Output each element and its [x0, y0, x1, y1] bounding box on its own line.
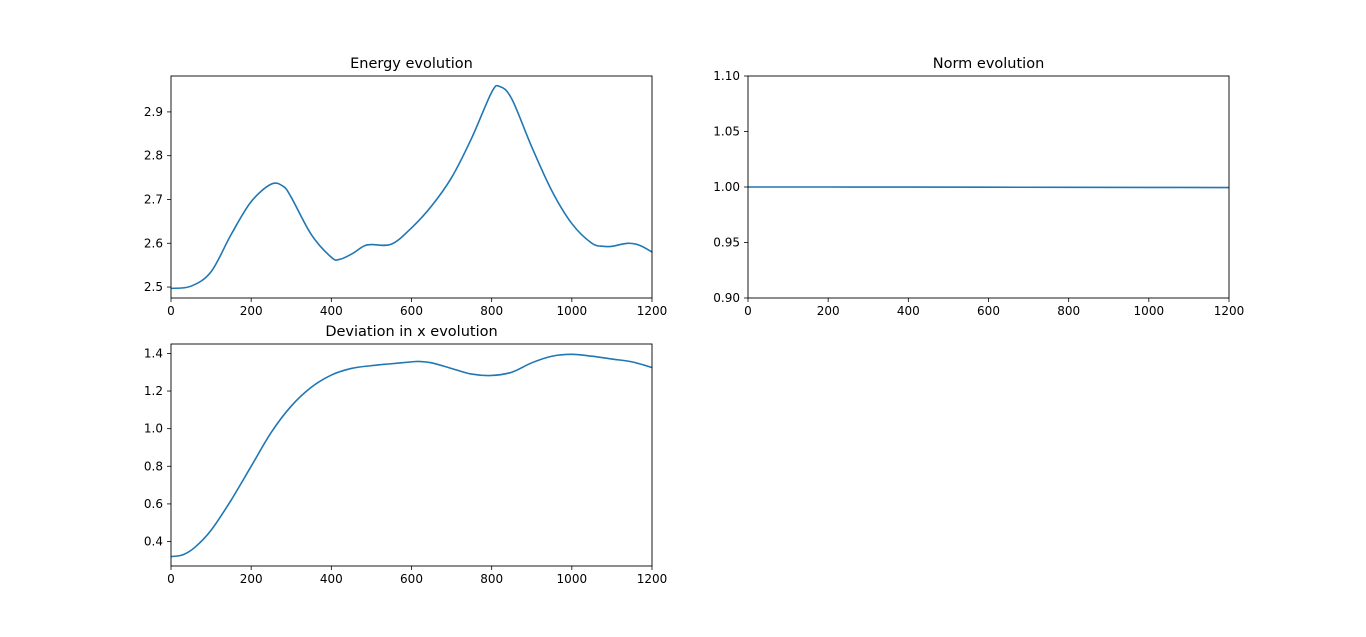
- chart-title: Deviation in x evolution: [325, 324, 497, 340]
- x-tick-label: 600: [400, 572, 423, 586]
- y-tick-label: 0.90: [713, 291, 740, 305]
- y-tick-label: 2.9: [144, 105, 163, 119]
- series-line: [170, 353, 653, 558]
- subplot-2: Deviation in x evolution 0 200 400 600 800 100…: [144, 324, 667, 586]
- x-tick-label: 400: [320, 572, 343, 586]
- axes-frame: [747, 75, 1230, 299]
- y-tick-label: 1.2: [144, 384, 163, 398]
- y-tick-label: 2.6: [144, 236, 163, 250]
- y-tick-label: 1.00: [713, 180, 740, 194]
- series-line: [170, 84, 653, 290]
- series-line: [747, 186, 1230, 189]
- x-tick-label: 800: [1057, 304, 1080, 318]
- y-tick-label: 1.05: [713, 125, 740, 139]
- x-tick-label: 1200: [1214, 304, 1245, 318]
- x-tick-label: 800: [480, 304, 503, 318]
- y-tick-label: 1.4: [144, 346, 163, 360]
- x-tick-label: 200: [817, 304, 840, 318]
- subplot-1: Norm evolution 0 200 400 600 800 1000 1200 0.90 0…: [713, 56, 1244, 318]
- y-tick-label: 0.95: [713, 236, 740, 250]
- x-tick-label: 600: [400, 304, 423, 318]
- x-tick-label: 1200: [637, 304, 668, 318]
- y-tick-label: 0.4: [144, 535, 163, 549]
- x-tick-label: 1000: [1134, 304, 1165, 318]
- chart-title: Norm evolution: [933, 56, 1045, 72]
- y-tick-label: 2.7: [144, 192, 163, 206]
- x-tick-label: 400: [897, 304, 920, 318]
- x-tick-label: 200: [240, 572, 263, 586]
- x-tick-label: 1200: [637, 572, 668, 586]
- y-tick-label: 1.10: [713, 69, 740, 83]
- x-tick-label: 0: [167, 304, 175, 318]
- x-tick-label: 800: [480, 572, 503, 586]
- y-tick-label: 2.5: [144, 280, 163, 294]
- axes-frame: [170, 343, 653, 567]
- axes-frame: [170, 75, 653, 299]
- chart-title: Energy evolution: [350, 56, 473, 72]
- x-tick-label: 200: [240, 304, 263, 318]
- y-tick-label: 2.8: [144, 149, 163, 163]
- y-tick-label: 0.6: [144, 497, 163, 511]
- x-tick-label: 1000: [557, 572, 588, 586]
- y-tick-label: 1.0: [144, 422, 163, 436]
- subplot-0: Energy evolution 0 200 400 600 800 1000 1200 2.5…: [144, 56, 667, 318]
- x-tick-label: 0: [744, 304, 752, 318]
- x-tick-label: 400: [320, 304, 343, 318]
- y-tick-label: 0.8: [144, 459, 163, 473]
- x-tick-label: 0: [167, 572, 175, 586]
- x-tick-label: 1000: [557, 304, 588, 318]
- x-tick-label: 600: [977, 304, 1000, 318]
